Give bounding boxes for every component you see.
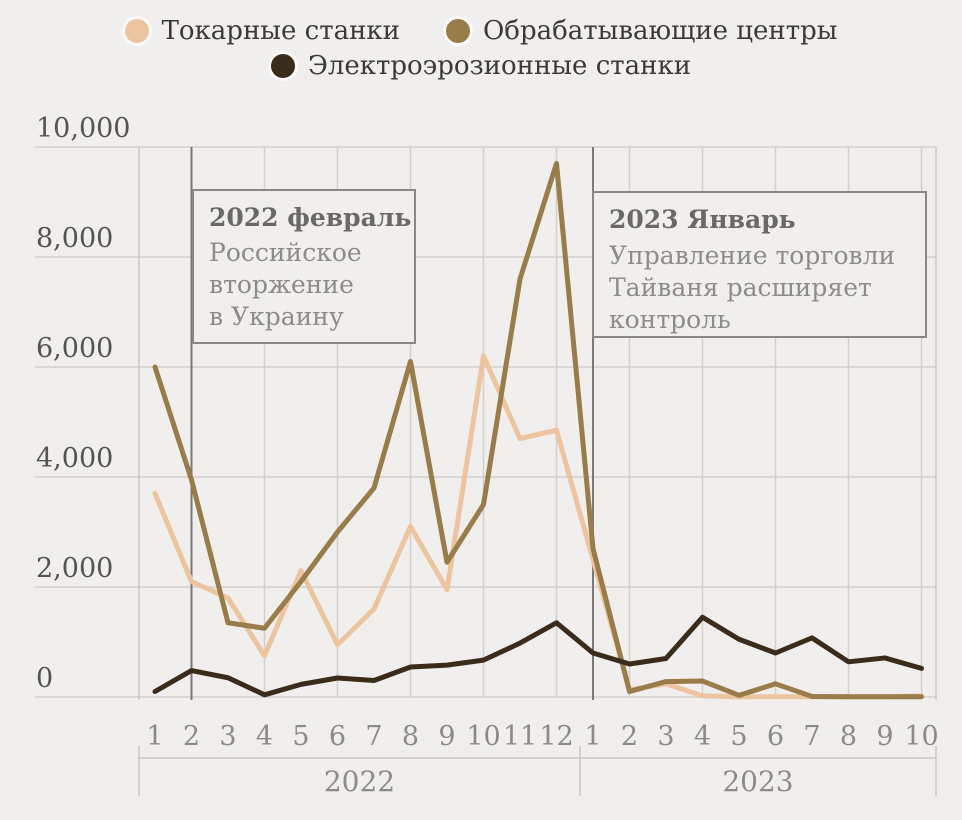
x-axis-month-label: 10	[904, 721, 938, 752]
annotation-text-line: в Украину	[209, 302, 344, 331]
y-axis-tick-label: 0	[36, 663, 53, 694]
annotation-box-rect	[192, 189, 416, 344]
chart-legend: Токарные станки Обрабатывающие центры Эл…	[0, 16, 962, 81]
annotation-title: 2022 февраль	[209, 203, 411, 232]
series-line-0	[152, 353, 924, 700]
legend-label-machining-centers: Обрабатывающие центры	[482, 16, 838, 46]
legend-row-2: Электроэрозионные станки	[270, 51, 692, 81]
x-axis-month-label: 7	[803, 721, 820, 752]
x-axis-month-label: 3	[219, 721, 236, 752]
x-axis-month-label: 3	[657, 721, 674, 752]
y-axis-tick-label: 2,000	[36, 553, 113, 584]
x-axis-month-label: 1	[146, 721, 163, 752]
annotation-box-2022-february: 2022 февраль Российское вторжение в Укра…	[192, 189, 416, 344]
y-axis-tick-label: 6,000	[36, 333, 113, 364]
x-axis-month-label: 1	[584, 721, 601, 752]
legend-label-lathes: Токарные станки	[161, 16, 400, 46]
grid-layer	[35, 146, 937, 700]
x-axis-month-label: 10	[466, 721, 500, 752]
x-axis-month-label: 6	[329, 721, 346, 752]
x-axis-month-label: 9	[438, 721, 455, 752]
legend-item-lathes: Токарные станки	[124, 16, 400, 46]
annotation-box-2023-january: 2023 Январь Управление торговли Тайваня …	[592, 191, 927, 338]
x-axis-month-label: 11	[503, 721, 537, 752]
annotation-title: 2023 Январь	[609, 205, 796, 234]
x-axis-month-label: 12	[539, 721, 573, 752]
x-axis-month-label: 9	[876, 721, 893, 752]
annotation-text-line: Управление торговли	[609, 241, 895, 270]
legend-label-edm-machines: Электроэрозионные станки	[307, 51, 692, 81]
y-axis-tick-label: 10,000	[36, 113, 130, 144]
year-label: 2023	[722, 765, 793, 798]
x-axis-month-label: 5	[730, 721, 747, 752]
legend-dot-lathes-icon	[124, 19, 149, 43]
annotation-text-line: Тайваня расширяет	[609, 273, 872, 302]
x-axis-month-label: 8	[840, 721, 857, 752]
legend-row-1: Токарные станки Обрабатывающие центры	[124, 16, 838, 46]
legend-dot-machining-centers-icon	[445, 19, 470, 43]
y-axis-tick-label: 4,000	[36, 443, 113, 474]
annotation-text-line: вторжение	[209, 270, 354, 299]
annotation-text-line: Российское	[209, 238, 362, 267]
legend-item-edm-machines: Электроэрозионные станки	[270, 51, 692, 81]
x-axis-month-label: 7	[365, 721, 382, 752]
y-axis-tick-label: 8,000	[36, 223, 113, 254]
x-axis-month-label: 5	[292, 721, 309, 752]
x-axis-month-label: 4	[256, 721, 273, 752]
year-label: 2022	[324, 765, 395, 798]
series-layer	[152, 161, 924, 700]
legend-dot-edm-machines-icon	[270, 54, 295, 78]
x-axis-month-label: 2	[621, 721, 638, 752]
x-axis-month-label: 4	[694, 721, 711, 752]
legend-item-machining-centers: Обрабатывающие центры	[445, 16, 838, 46]
x-axis-month-label: 8	[402, 721, 419, 752]
x-axis-month-label: 6	[767, 721, 784, 752]
x-axis-month-label: 2	[183, 721, 200, 752]
annotation-box-rect	[592, 191, 927, 338]
annotation-text-line: контроль	[609, 305, 731, 334]
series-line-2	[152, 614, 924, 698]
series-line-1	[152, 161, 924, 700]
